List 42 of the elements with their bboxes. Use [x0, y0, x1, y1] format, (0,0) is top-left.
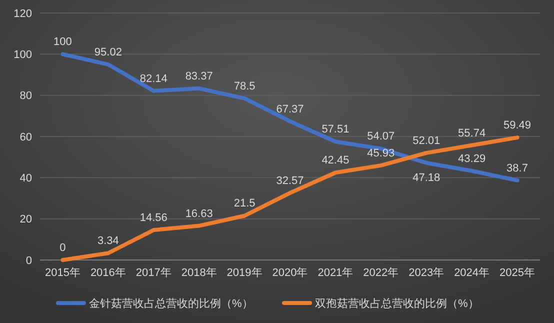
- data-label: 83.37: [185, 70, 213, 82]
- data-label: 100: [54, 36, 72, 48]
- data-label: 16.63: [185, 208, 213, 220]
- x-tick-label: 2016年: [90, 267, 126, 279]
- x-tick-label: 2019年: [226, 267, 262, 279]
- x-tick-label: 2023年: [408, 267, 444, 279]
- legend-label: 双孢菇营收占总营收的比例（%）: [315, 296, 479, 310]
- x-tick-label: 2018年: [181, 267, 217, 279]
- y-tick-label: 100: [14, 49, 32, 62]
- data-label: 43.29: [458, 152, 486, 165]
- x-tick-label: 2024年: [454, 267, 490, 279]
- y-tick-label: 80: [20, 90, 32, 102]
- x-tick-label: 2015年: [44, 267, 80, 279]
- data-label: 57.51: [322, 124, 350, 136]
- x-tick-label: 2025年: [500, 267, 536, 279]
- data-label: 55.74: [458, 127, 486, 140]
- y-tick-label: 60: [20, 131, 32, 144]
- legend-label: 金针菇营收占总营收的比例（%）: [89, 296, 253, 310]
- data-label: 82.14: [140, 72, 168, 85]
- y-tick-label: 20: [20, 214, 32, 226]
- y-tick-label: 40: [20, 172, 32, 185]
- x-tick-label: 2017年: [136, 267, 172, 279]
- data-label: 45.93: [367, 147, 395, 160]
- data-label: 0: [60, 242, 66, 254]
- data-label: 54.07: [367, 130, 395, 143]
- data-label: 14.56: [140, 212, 168, 224]
- data-label: 52.01: [412, 134, 440, 147]
- x-tick-label: 2021年: [318, 267, 354, 279]
- data-label: 47.18: [412, 172, 440, 184]
- x-tick-label: 2022年: [363, 267, 399, 279]
- data-label: 67.37: [276, 103, 304, 116]
- data-label: 78.5: [234, 80, 256, 92]
- data-label: 32.57: [276, 174, 304, 187]
- data-label: 21.5: [234, 198, 256, 210]
- data-label: 38.7: [506, 162, 528, 174]
- y-tick-label: 120: [14, 8, 32, 20]
- y-tick-label: 0: [26, 254, 32, 267]
- data-label: 42.45: [322, 154, 350, 167]
- data-label: 95.02: [94, 46, 122, 58]
- x-tick-label: 2020年: [272, 267, 308, 279]
- data-label: 3.34: [97, 235, 119, 248]
- data-label: 59.49: [504, 120, 532, 132]
